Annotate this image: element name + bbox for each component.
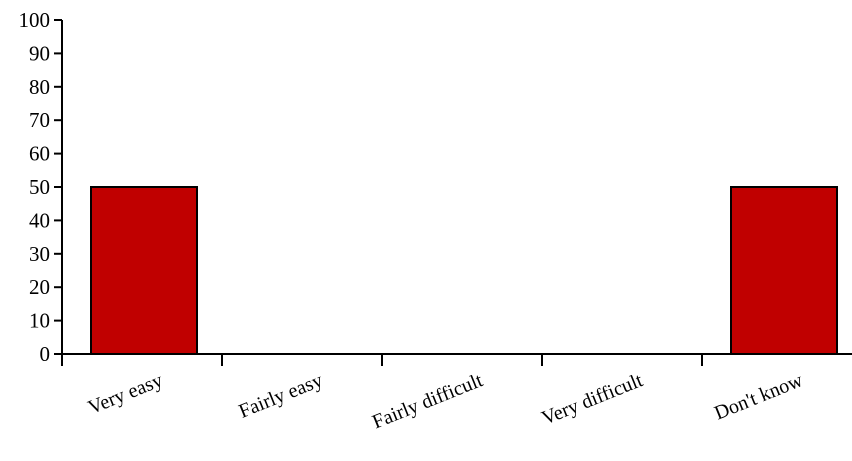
y-tick-label: 20 bbox=[29, 275, 50, 299]
y-tick-label: 100 bbox=[19, 8, 51, 32]
y-tick-label: 80 bbox=[29, 75, 50, 99]
y-tick-label: 0 bbox=[40, 342, 51, 366]
x-category-label: Fairly easy bbox=[236, 369, 326, 422]
y-tick-label: 10 bbox=[29, 309, 50, 333]
y-tick-label: 70 bbox=[29, 108, 50, 132]
y-tick-label: 90 bbox=[29, 41, 50, 65]
x-category-label: Don't know bbox=[711, 369, 806, 424]
bars-group bbox=[90, 186, 838, 355]
bar-very-easy bbox=[90, 186, 198, 355]
y-tick-label: 30 bbox=[29, 242, 50, 266]
y-tick-label: 40 bbox=[29, 208, 50, 232]
x-category-label: Fairly difficult bbox=[369, 369, 486, 433]
x-category-label: Very difficult bbox=[539, 369, 647, 430]
y-tick-label: 60 bbox=[29, 142, 50, 166]
x-ticks-group: Very easy Fairly easy Fairly difficult Very… bbox=[61, 354, 806, 433]
bar-don-t-know bbox=[730, 186, 838, 355]
y-ticks-group: 0 10 20 30 40 50 60 70 80 90 100 bbox=[19, 8, 62, 366]
y-tick-label: 50 bbox=[29, 175, 50, 199]
x-category-label: Very easy bbox=[85, 369, 166, 419]
